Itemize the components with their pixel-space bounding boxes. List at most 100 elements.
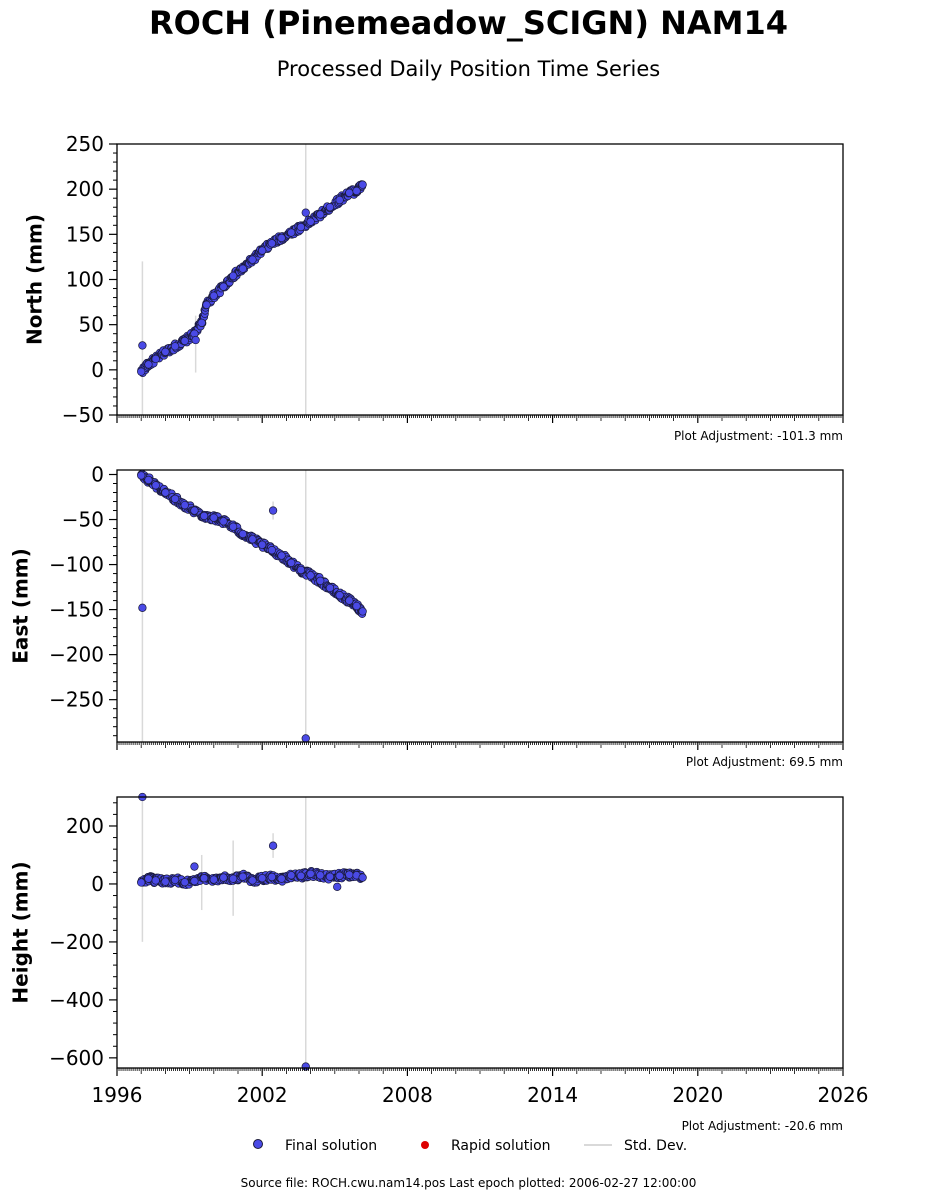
final-point: [219, 517, 228, 526]
final-point: [170, 875, 180, 885]
outlier-point: [301, 208, 310, 217]
y-tick-label: −250: [49, 688, 104, 712]
legend-final-label: Final solution: [285, 1138, 378, 1154]
legend-rapid: Rapid solution: [421, 1138, 551, 1154]
outlier-point: [190, 862, 199, 871]
y-tick-label: 150: [66, 222, 104, 246]
final-point: [277, 874, 286, 883]
outlier-point: [138, 341, 147, 350]
final-point: [316, 576, 325, 585]
y-tick-label: 50: [79, 313, 104, 337]
y-tick-label: 0: [91, 463, 104, 487]
plot-frame: [116, 469, 844, 743]
final-point: [202, 300, 211, 309]
x-tick-label: 2020: [672, 1083, 723, 1107]
final-point: [180, 336, 189, 346]
final-point: [287, 558, 296, 567]
final-point: [161, 877, 170, 886]
final-point: [219, 873, 228, 882]
plot-adjustment-label: Plot Adjustment: 69.5 mm: [686, 755, 843, 769]
std-line-icon: [584, 1144, 612, 1146]
final-point: [161, 488, 170, 497]
y-tick-label: −600: [49, 1046, 104, 1070]
panel-1: −50 0 50 100 150 200 250 North (mm) Plot Adjustm…: [23, 132, 844, 443]
final-point: [325, 203, 335, 212]
final-point: [209, 291, 218, 300]
x-tick-label: 2002: [237, 1083, 288, 1107]
final-point: [358, 873, 367, 882]
x-tick-label: 1996: [92, 1083, 143, 1107]
outlier-point: [191, 335, 200, 345]
y-tick-label: 0: [91, 358, 104, 382]
outlier-point: [268, 841, 278, 850]
y-tick-label: −200: [49, 643, 104, 667]
final-point: [258, 874, 267, 883]
final-point: [287, 871, 296, 880]
final-point: [296, 871, 306, 880]
plot-adjustment-label: Plot Adjustment: -20.6 mm: [682, 1119, 843, 1133]
final-point: [199, 874, 209, 883]
y-tick-label: 200: [66, 177, 104, 201]
final-point: [144, 874, 153, 883]
legend-std: Std. Dev.: [584, 1138, 687, 1154]
y-tick-label: −50: [62, 508, 104, 532]
final-point: [229, 271, 238, 281]
final-point: [258, 540, 267, 549]
final-point: [316, 871, 325, 880]
legend-final: Final solution: [253, 1138, 377, 1154]
final-point: [335, 871, 344, 880]
final-point: [229, 874, 238, 883]
outlier-point: [268, 506, 278, 515]
plot-frame: [116, 796, 844, 1069]
final-point: [296, 565, 306, 575]
final-point: [151, 481, 160, 490]
y-tick-label: −100: [49, 553, 104, 577]
final-marker-icon: [253, 1139, 263, 1149]
final-point: [316, 210, 325, 219]
panel-3: −600 −400 −200 0 200 1996 2002 2008 2014 2020 2026…: [9, 792, 869, 1133]
final-point: [197, 318, 206, 328]
panel-2: −250 −200 −150 −100 −50 0 East (mm) Plot Adjust…: [9, 463, 844, 769]
y-tick-label: −400: [49, 988, 104, 1012]
x-tick-label: 2026: [818, 1083, 869, 1107]
final-point: [137, 471, 146, 480]
y-tick-label: 200: [66, 814, 104, 838]
final-point: [345, 870, 354, 879]
outlier-point: [138, 603, 147, 612]
rapid-marker-icon: [421, 1141, 429, 1149]
final-point: [229, 522, 238, 531]
final-point: [238, 264, 247, 273]
final-point: [296, 222, 306, 232]
data-layer: [137, 470, 367, 742]
final-point: [170, 342, 180, 351]
final-point: [352, 601, 361, 611]
final-point: [352, 186, 361, 196]
final-point: [144, 475, 153, 485]
chart-subtitle: Processed Daily Position Time Series: [276, 57, 661, 81]
final-point: [209, 875, 218, 884]
final-point: [190, 876, 199, 886]
y-axis-label: Height (mm): [9, 861, 33, 1003]
final-point: [248, 535, 257, 544]
final-point: [277, 551, 286, 560]
final-point: [306, 869, 315, 878]
final-point: [180, 500, 189, 510]
final-point: [277, 233, 286, 243]
y-tick-label: 250: [66, 132, 104, 156]
final-point: [306, 571, 315, 580]
final-point: [306, 217, 315, 226]
final-point: [345, 188, 354, 197]
final-point: [238, 529, 247, 539]
final-point: [248, 255, 257, 264]
final-point: [190, 506, 199, 515]
final-point: [137, 367, 146, 376]
final-point: [248, 876, 257, 885]
final-point: [267, 546, 277, 555]
final-point: [267, 239, 277, 248]
final-point: [358, 607, 367, 616]
final-point: [180, 878, 189, 887]
final-point: [258, 246, 267, 255]
x-tick-label: 2014: [527, 1083, 578, 1107]
y-tick-label: −150: [49, 598, 104, 622]
